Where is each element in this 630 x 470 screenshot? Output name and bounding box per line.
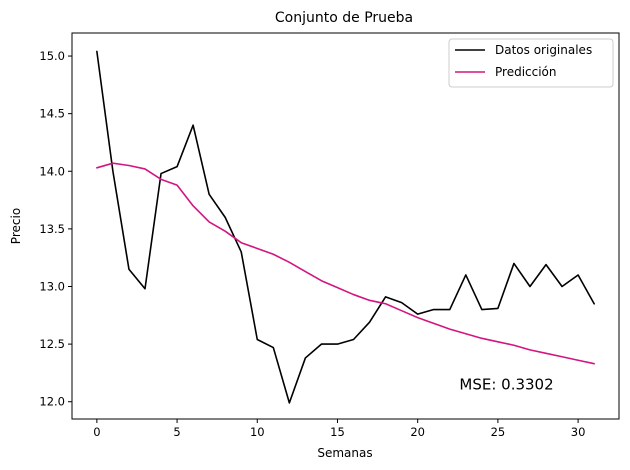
ticks-layer: 0 5 10 15 20 25 30 12.0 12.5 13.0 13.5 14.0 14.5 15.0: [39, 49, 585, 439]
series-line-0: [96, 50, 595, 404]
y-tick-label: 12.5: [39, 337, 65, 351]
x-tick-label: 0: [93, 425, 100, 439]
plot-frame: [71, 32, 620, 420]
x-tick-label: 20: [410, 425, 425, 439]
y-tick-label: 14.0: [39, 164, 65, 178]
y-tick-label: 13.0: [39, 279, 65, 293]
x-tick-label: 25: [491, 425, 506, 439]
series-layer: [96, 50, 595, 404]
y-tick-label: 12.0: [39, 395, 65, 409]
x-tick-label: 15: [330, 425, 345, 439]
legend-label-1: Predicción: [495, 65, 557, 79]
x-axis-title: Semanas: [317, 446, 372, 460]
legend-label-0: Datos originales: [495, 43, 592, 57]
x-tick-label: 10: [250, 425, 265, 439]
legend: Datos originales Predicción: [448, 38, 614, 88]
y-tick-label: 13.5: [39, 222, 65, 236]
series-line-1: [96, 162, 595, 365]
y-axis-title: Precio: [9, 208, 23, 244]
annotation-layer: MSE: 0.3302: [459, 375, 553, 393]
chart-title: Conjunto de Prueba: [275, 10, 413, 26]
legend-box: [448, 38, 614, 88]
mse-annotation: MSE: 0.3302: [459, 375, 553, 393]
x-tick-label: 30: [571, 425, 586, 439]
y-tick-label: 15.0: [39, 49, 65, 63]
legend-entries: Datos originales Predicción: [455, 43, 592, 79]
x-tick-label: 5: [173, 425, 180, 439]
y-tick-label: 14.5: [39, 107, 65, 121]
